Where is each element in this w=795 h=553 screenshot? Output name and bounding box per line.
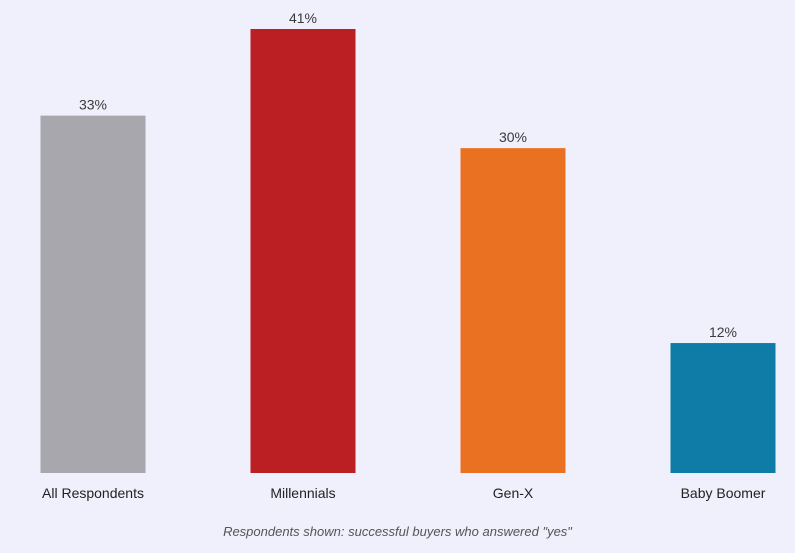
bar-baby-boomer [670, 343, 776, 473]
data-label: 12% [709, 324, 737, 340]
bar-millennials [250, 29, 356, 473]
category-label: Gen-X [493, 485, 534, 501]
bars-group [40, 29, 776, 473]
category-label: Millennials [270, 485, 335, 501]
category-label: All Respondents [42, 485, 144, 501]
data-label: 41% [289, 10, 317, 26]
value-labels-group: 33% 41% 30% 12% [79, 10, 737, 340]
data-label: 33% [79, 97, 107, 113]
bar-all-respondents [40, 115, 146, 473]
chart-footnote: Respondents shown: successful buyers who… [223, 524, 572, 539]
category-labels-group: All Respondents Millennials Gen-X Baby Boom… [42, 485, 766, 501]
category-label: Baby Boomer [681, 485, 766, 501]
bar-gen-x [460, 148, 566, 473]
data-label: 30% [499, 129, 527, 145]
